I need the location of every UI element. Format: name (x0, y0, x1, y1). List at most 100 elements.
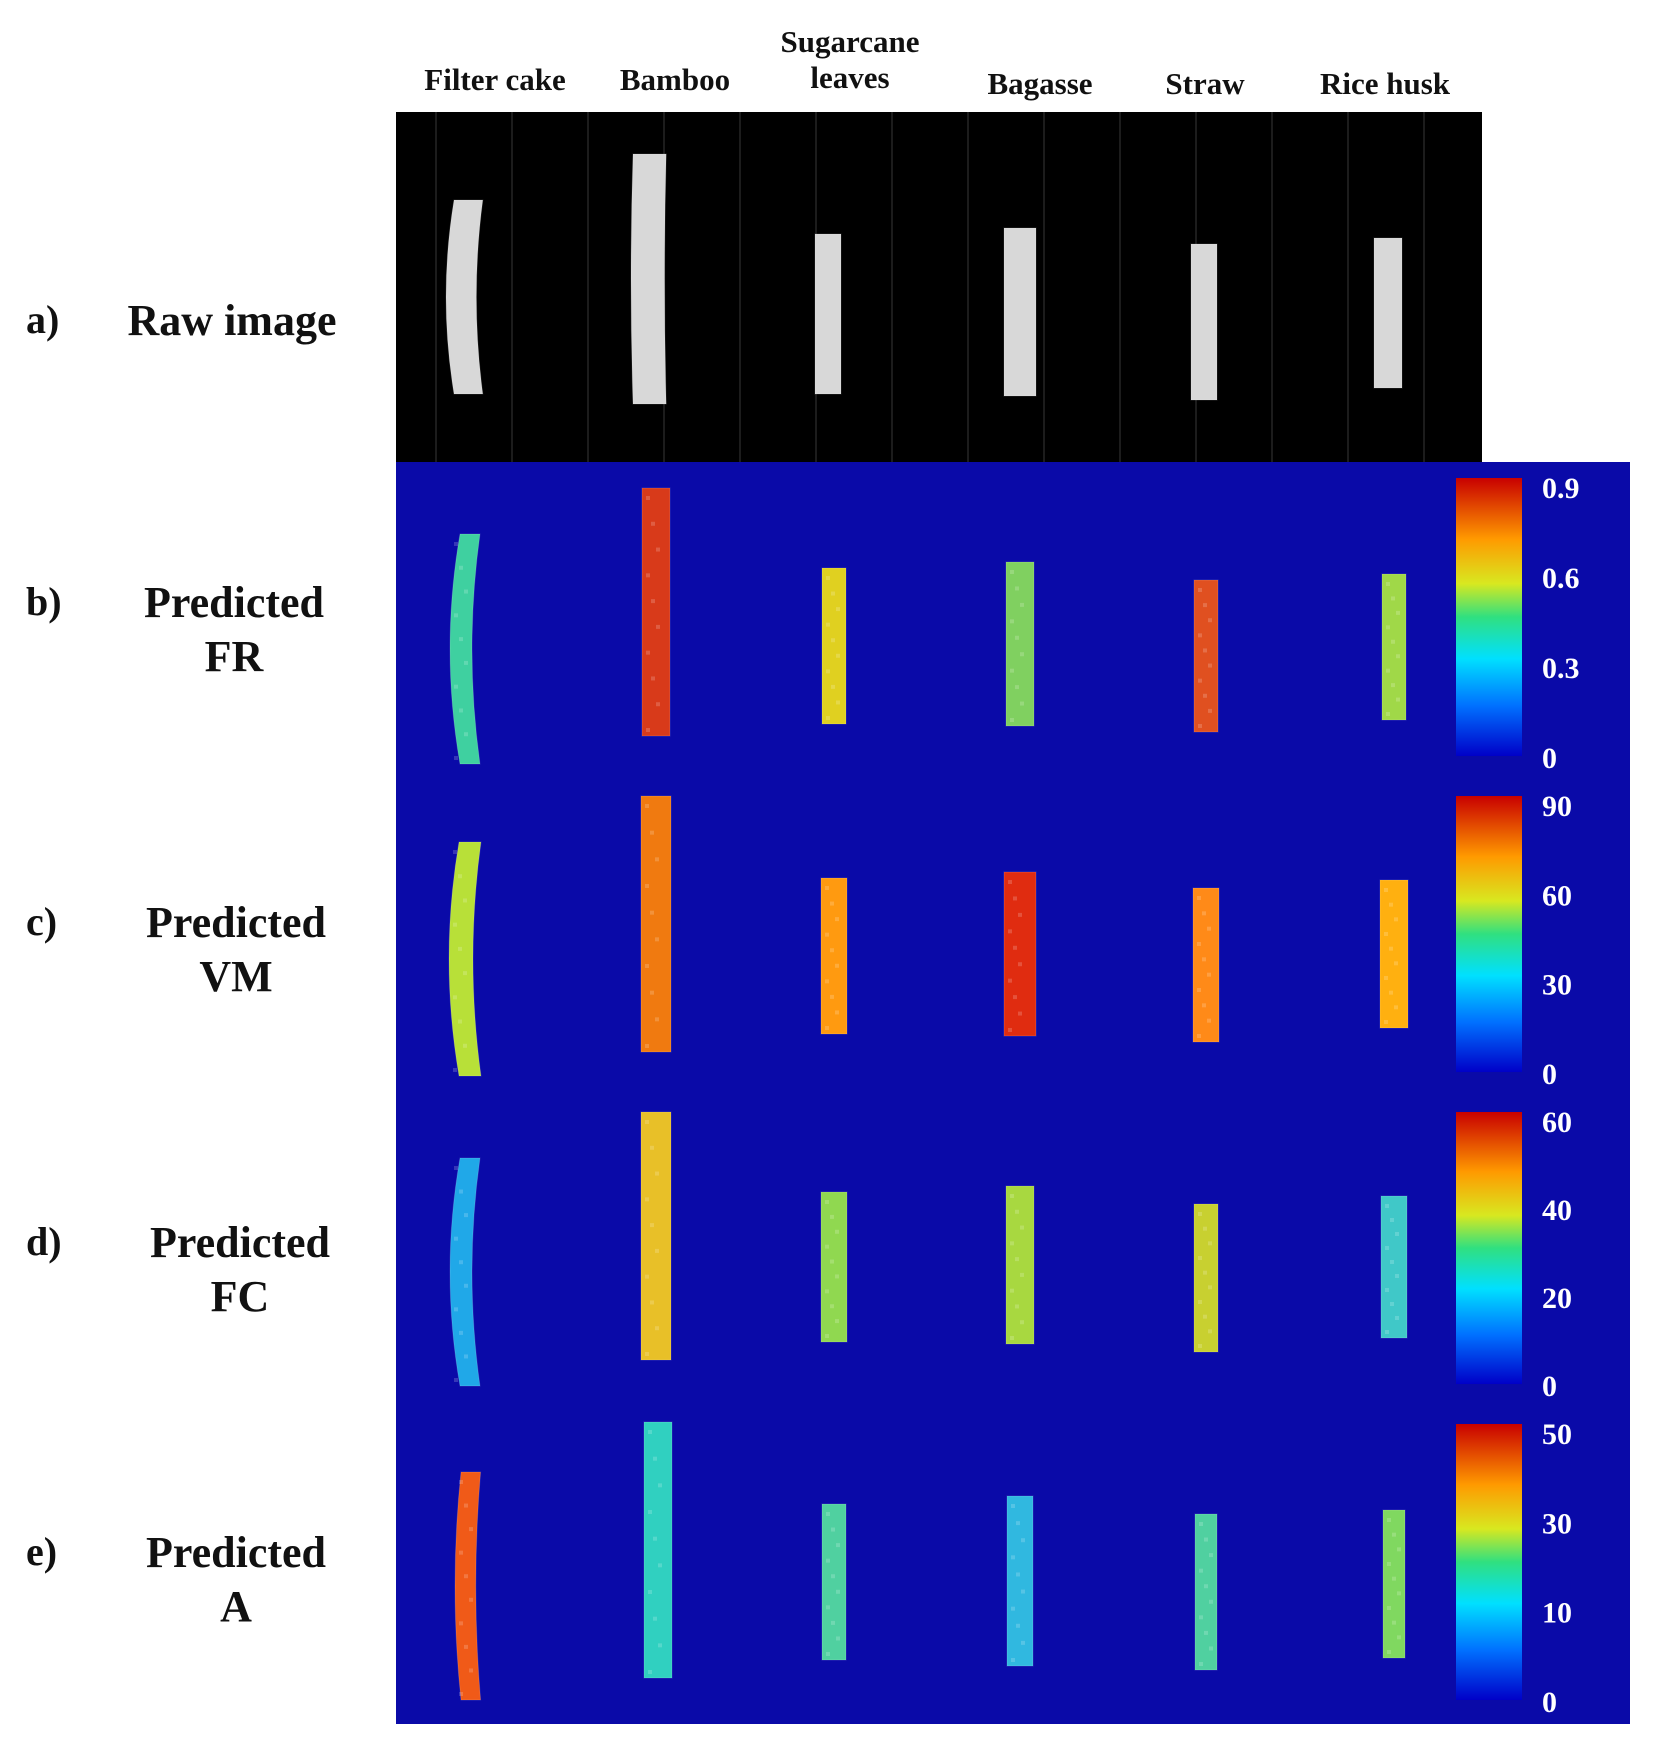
sample-speckle (1203, 1226, 1207, 1231)
sample-speckle (1203, 603, 1207, 608)
sample-speckle (825, 1334, 829, 1338)
predicted-fr-panel: 0.9 0.6 0.3 0 (396, 462, 1630, 780)
sample-speckle (1197, 896, 1201, 900)
sample-speckle (463, 1043, 467, 1048)
sample-speckle (1197, 988, 1201, 992)
sample-speckle (1020, 701, 1024, 706)
sample-speckle (1198, 588, 1202, 592)
sample-speckle (459, 1621, 463, 1626)
predicted-sample-bagasse (1005, 561, 1035, 727)
sample-speckle (458, 946, 462, 951)
sample-speckle (1202, 911, 1206, 916)
sample-speckle (1207, 972, 1211, 977)
colorbar (1456, 1112, 1522, 1384)
sample-speckle (1203, 1314, 1207, 1319)
sample-speckle (1387, 1606, 1391, 1610)
sample-speckle (1198, 1300, 1202, 1304)
sample-speckle (1208, 618, 1212, 623)
sample-speckle (656, 702, 660, 707)
predicted-sample-bamboo (643, 1421, 673, 1679)
sample-speckle (1397, 1547, 1401, 1552)
sample-speckle (831, 638, 835, 643)
raw-sample-sugarcane-leaves (814, 233, 842, 395)
sample-speckle (830, 1259, 834, 1264)
sample-speckle (836, 700, 840, 705)
sample-speckle (825, 979, 829, 984)
predicted-sample-filter-cake (449, 533, 481, 765)
sample-speckle (1387, 1562, 1391, 1566)
sample-speckle (1207, 926, 1211, 931)
sample-speckle (1207, 1018, 1211, 1023)
sample-speckle (648, 1670, 652, 1674)
sample-speckle (1197, 1034, 1201, 1038)
sample-speckle (454, 1378, 458, 1382)
colorbar-tick-label: 30 (1542, 1507, 1572, 1540)
sample-speckle (1010, 718, 1014, 722)
sample-speckle (651, 676, 655, 681)
sample-speckle (830, 948, 834, 953)
row-letter-e: e) (26, 1529, 58, 1574)
row-letter-a: a) (26, 297, 60, 342)
sample-speckle (1384, 1020, 1388, 1024)
sample-speckle (1203, 1270, 1207, 1275)
sample-speckle (1021, 1538, 1025, 1543)
predicted-sample-sugarcane-leaves (821, 567, 847, 725)
sample-speckle (1199, 1615, 1203, 1620)
sample-speckle (1392, 1532, 1396, 1537)
row-label-predicted-fr: Predicted FR (143, 578, 325, 681)
sample-speckle (1395, 1274, 1399, 1278)
raw-sample-filter-cake (445, 199, 484, 395)
predicted-sample-sugarcane-leaves (821, 1503, 847, 1661)
sample-speckle (1016, 1521, 1020, 1526)
sample-speckle (464, 1644, 468, 1649)
sample-speckle (464, 589, 468, 594)
sample-speckle (645, 1044, 649, 1048)
colorbar-tick-label: 0 (1542, 1058, 1557, 1091)
sample-speckle (1391, 639, 1395, 644)
sample-speckle (836, 653, 840, 658)
colorbar (1456, 478, 1522, 756)
predicted-sample-rice-husk (1382, 1509, 1406, 1659)
sample-speckle (1010, 1194, 1014, 1198)
sample-speckle (825, 1244, 829, 1249)
sample-speckle (454, 613, 458, 618)
colorbar-tick-label: 0 (1542, 742, 1557, 775)
sample-speckle (648, 1510, 652, 1514)
colorbar-tick-label: 50 (1542, 1418, 1572, 1451)
colorbar-tick-label: 20 (1542, 1282, 1572, 1315)
predicted-a-svg: 50 30 10 0 (396, 1408, 1630, 1724)
column-header-bamboo: Bamboo (619, 62, 731, 97)
sample-speckle (454, 1307, 458, 1312)
sample-speckle (655, 1171, 659, 1176)
sample-speckle (1008, 978, 1012, 983)
sample-speckle (1016, 1572, 1020, 1577)
sample-speckle (825, 932, 829, 937)
raw-sample-rice-husk (1373, 237, 1403, 389)
sample-speckle (650, 1300, 654, 1305)
sample-speckle (825, 886, 829, 890)
sample-speckle (1397, 1635, 1401, 1640)
sample-speckle (1015, 635, 1019, 640)
predicted-sample-straw (1193, 1203, 1219, 1353)
sample-speckle (1384, 932, 1388, 936)
sample-speckle (1198, 633, 1202, 638)
colorbar (1456, 796, 1522, 1072)
predicted-fr-svg: 0.9 0.6 0.3 0 (396, 462, 1630, 780)
sample-speckle (1395, 1232, 1399, 1236)
predicted-sample-straw (1194, 1513, 1218, 1671)
sample-speckle (1384, 976, 1388, 980)
sample-speckle (464, 1213, 468, 1218)
predicted-vm-svg: 90 60 30 0 (396, 780, 1630, 1096)
sample-speckle (830, 1214, 834, 1219)
sample-speckle (645, 1197, 649, 1202)
sample-speckle (1008, 929, 1012, 934)
colorbar-tick-label: 0.6 (1542, 562, 1580, 595)
sample-speckle (826, 576, 830, 580)
sample-speckle (1021, 1589, 1025, 1594)
predicted-sample-bagasse (1006, 1495, 1034, 1667)
sample-speckle (645, 1352, 649, 1356)
colorbar-tick-label: 0.3 (1542, 652, 1580, 685)
sample-speckle (831, 1574, 835, 1579)
sample-speckle (464, 732, 468, 737)
sample-speckle (1198, 1256, 1202, 1260)
